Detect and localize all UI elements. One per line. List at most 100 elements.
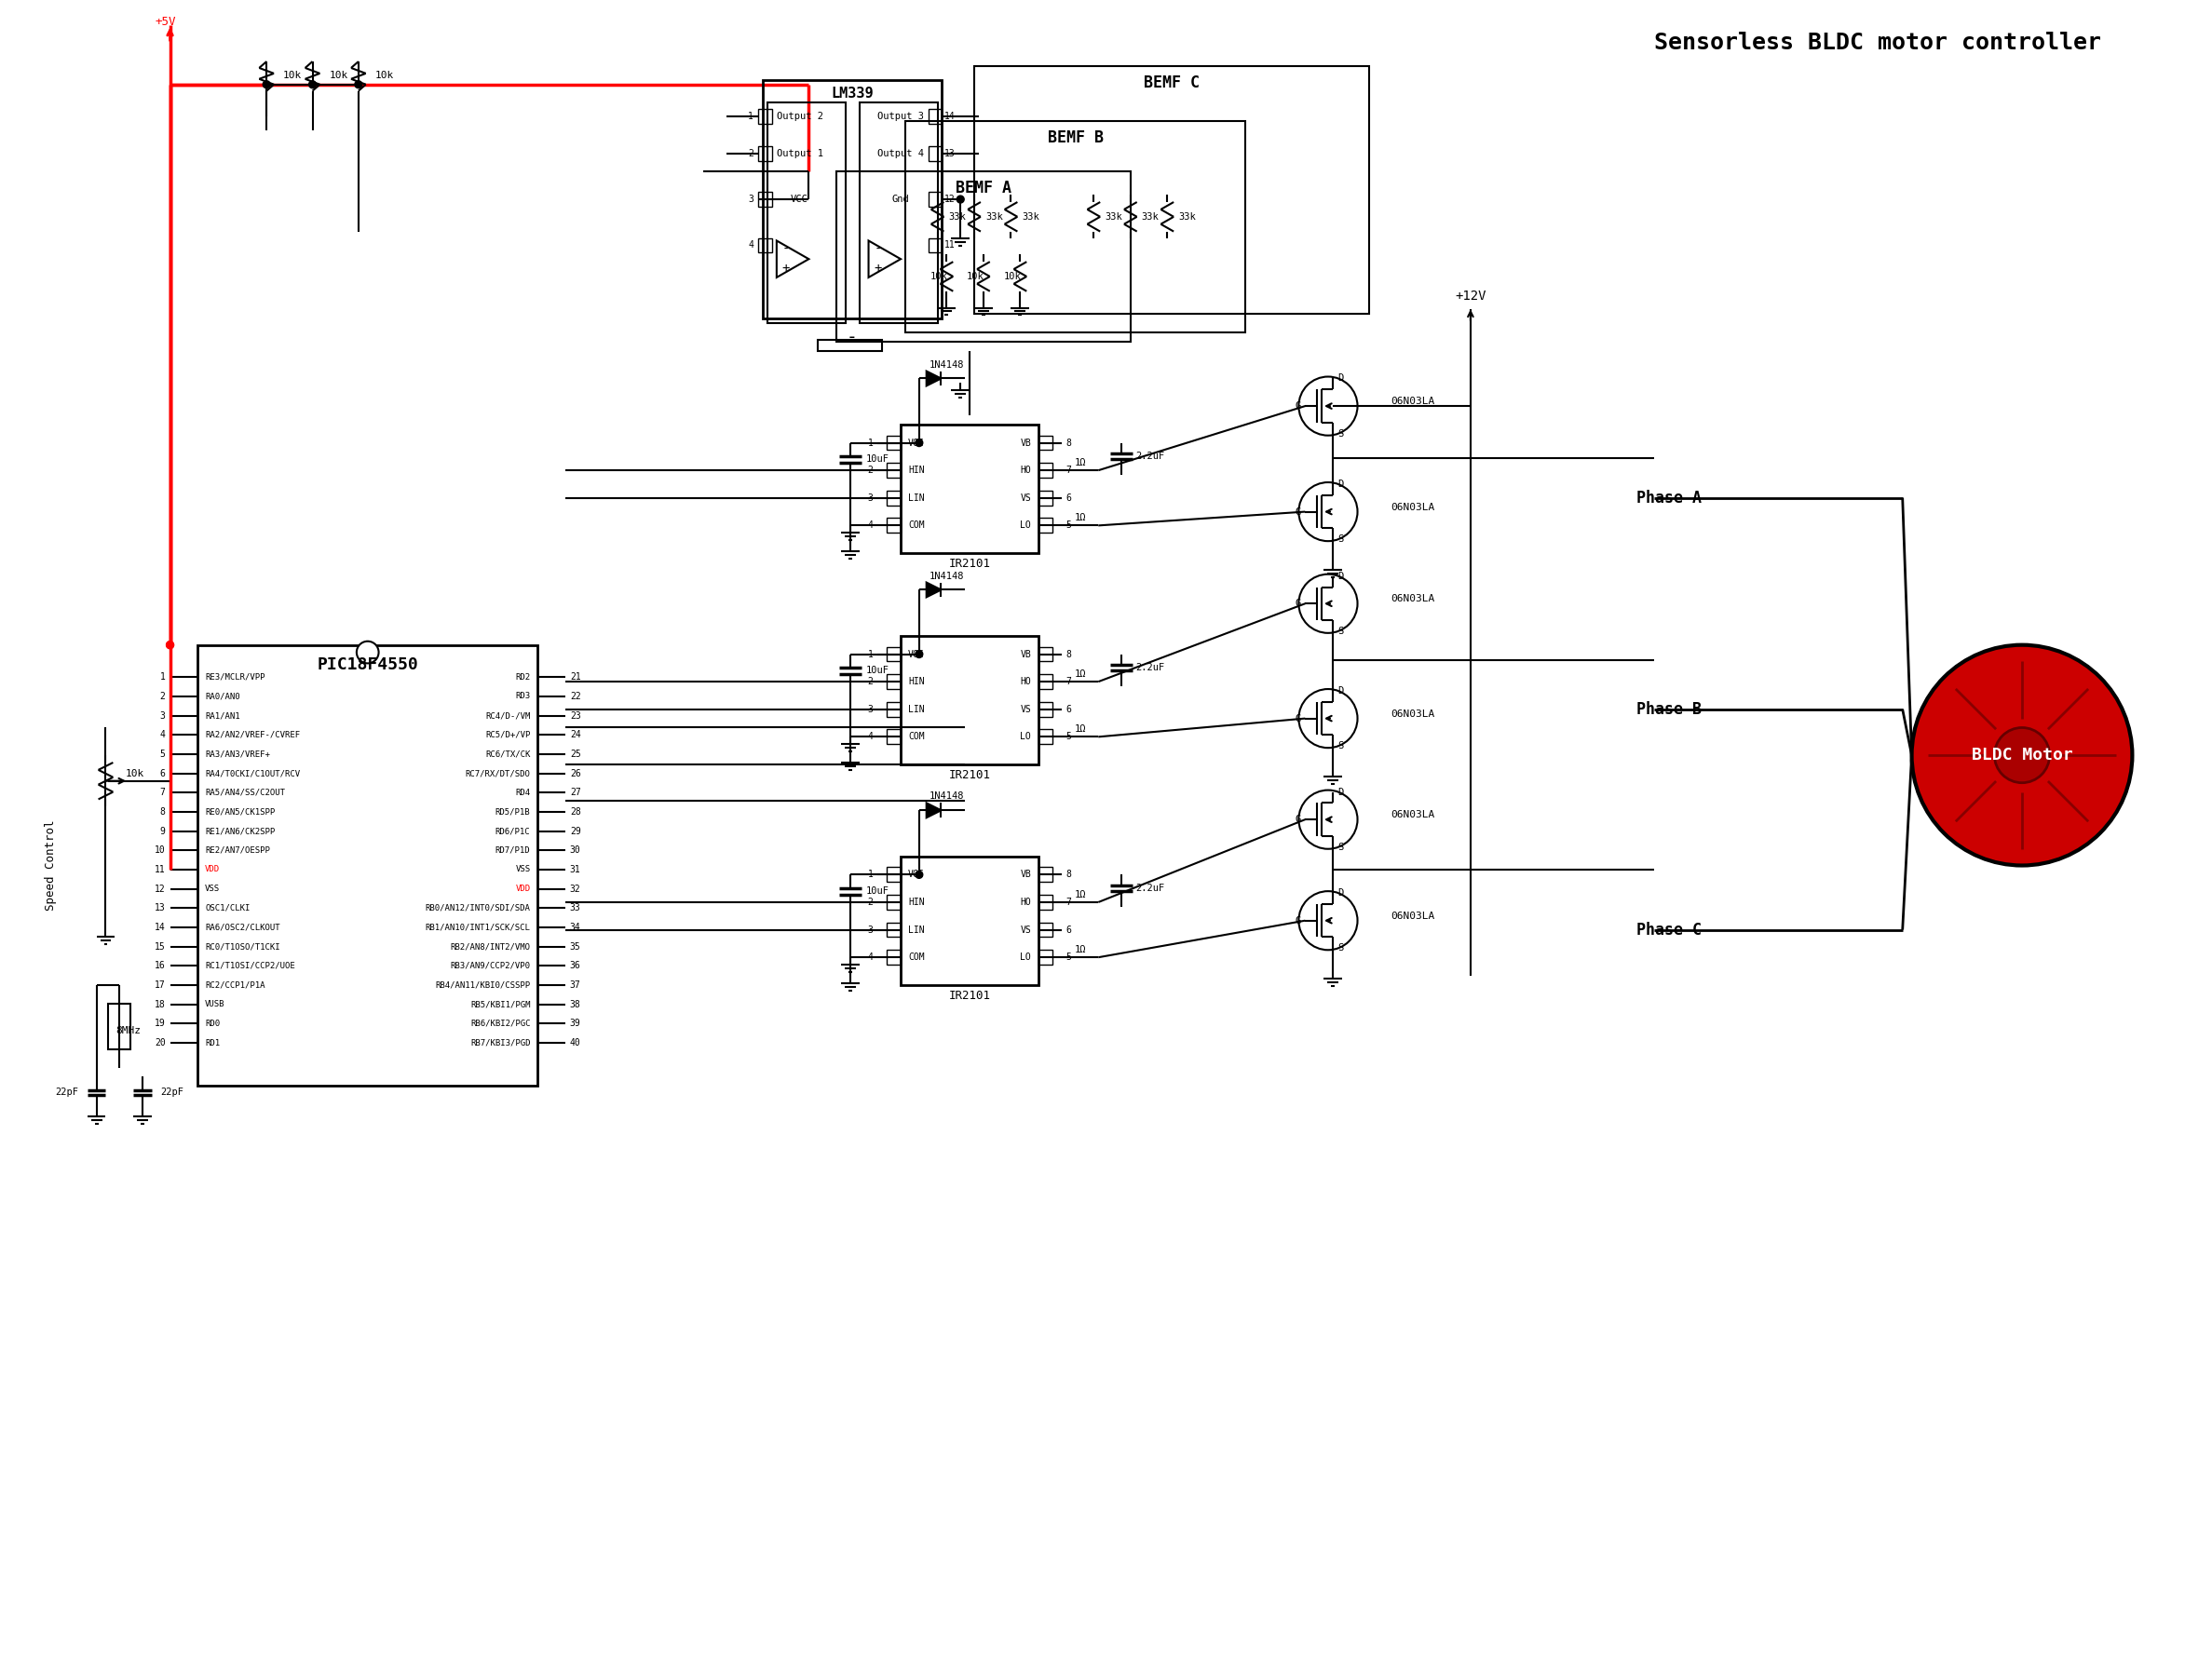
Text: 2: 2: [159, 691, 166, 701]
Text: 1Ω: 1Ω: [1075, 725, 1086, 735]
Text: 1Ω: 1Ω: [1075, 514, 1086, 524]
Bar: [197, 645, 538, 1085]
Text: 5: 5: [1066, 733, 1071, 741]
Text: Phase B: Phase B: [1637, 701, 1701, 718]
Text: VB: VB: [1020, 439, 1031, 447]
Text: 10uF: 10uF: [865, 455, 889, 464]
Text: +: +: [781, 261, 790, 274]
Text: 1: 1: [867, 650, 874, 658]
Text: 9: 9: [159, 826, 166, 836]
Text: 35: 35: [571, 942, 582, 951]
Text: D: D: [1338, 788, 1343, 796]
Text: 1: 1: [748, 111, 754, 121]
Text: 13: 13: [945, 148, 956, 158]
Polygon shape: [927, 803, 940, 818]
Text: 10: 10: [155, 846, 166, 854]
Circle shape: [916, 439, 922, 447]
Text: G: G: [1294, 402, 1301, 411]
Text: 2: 2: [867, 676, 874, 686]
Bar: [887, 868, 900, 883]
Bar: [763, 80, 942, 319]
Bar: [759, 146, 772, 161]
Text: VUSB: VUSB: [206, 1001, 226, 1009]
Text: RC5/D+/VP: RC5/D+/VP: [484, 731, 531, 740]
Bar: [759, 193, 772, 206]
Text: Output 4: Output 4: [878, 148, 925, 158]
Text: RD0: RD0: [206, 1019, 219, 1027]
Text: S: S: [1338, 535, 1343, 543]
Text: RD5/P1B: RD5/P1B: [495, 808, 531, 816]
Bar: [887, 951, 900, 964]
Text: 27: 27: [571, 788, 582, 798]
Text: 3: 3: [867, 494, 874, 502]
Circle shape: [916, 871, 922, 878]
Text: RA6/OSC2/CLKOUT: RA6/OSC2/CLKOUT: [206, 922, 281, 932]
Text: Output 3: Output 3: [878, 111, 925, 121]
Text: 33k: 33k: [984, 213, 1002, 221]
Text: 30: 30: [571, 846, 582, 854]
Text: RC0/T1OSO/T1CKI: RC0/T1OSO/T1CKI: [206, 942, 281, 951]
Text: S: S: [1338, 627, 1343, 637]
Circle shape: [166, 642, 175, 648]
Text: 1Ω: 1Ω: [1075, 891, 1086, 899]
Text: HO: HO: [1020, 676, 1031, 686]
Text: IR2101: IR2101: [949, 770, 991, 781]
Text: 1Ω: 1Ω: [1075, 670, 1086, 680]
Circle shape: [354, 81, 363, 88]
Text: 7: 7: [1066, 676, 1071, 686]
Bar: [858, 103, 938, 324]
Text: -: -: [781, 243, 790, 256]
Text: 8: 8: [1066, 650, 1071, 658]
Text: 6: 6: [1066, 705, 1071, 715]
Bar: [905, 121, 1245, 332]
Text: RA0/AN0: RA0/AN0: [206, 691, 239, 701]
Text: Sensorless BLDC motor controller: Sensorless BLDC motor controller: [1655, 32, 2101, 55]
Text: HO: HO: [1020, 465, 1031, 475]
Bar: [1040, 922, 1053, 937]
Circle shape: [916, 650, 922, 658]
Bar: [887, 894, 900, 909]
Text: RA1/AN1: RA1/AN1: [206, 711, 239, 720]
Text: RB0/AN12/INT0/SDI/SDA: RB0/AN12/INT0/SDI/SDA: [425, 904, 531, 912]
Bar: [900, 424, 1040, 553]
Text: RD2: RD2: [515, 673, 531, 681]
Bar: [1040, 868, 1053, 883]
Text: 34: 34: [571, 922, 582, 932]
Text: +: +: [874, 261, 883, 274]
Text: 17: 17: [155, 981, 166, 991]
Text: RA5/AN4/SS/C2OUT: RA5/AN4/SS/C2OUT: [206, 788, 285, 796]
Text: 28: 28: [571, 808, 582, 816]
Text: 18: 18: [155, 1001, 166, 1009]
Text: 2.2uF: 2.2uF: [1137, 452, 1166, 462]
Text: 22: 22: [571, 691, 582, 701]
Text: 1N4148: 1N4148: [929, 791, 964, 801]
Text: 5: 5: [1066, 520, 1071, 530]
Text: VSS: VSS: [515, 866, 531, 874]
Text: VCC: VCC: [909, 869, 925, 879]
Bar: [836, 171, 1130, 342]
Text: D: D: [1338, 889, 1343, 897]
Bar: [900, 637, 1040, 765]
Text: OSC1/CLKI: OSC1/CLKI: [206, 904, 250, 912]
Bar: [900, 856, 1040, 986]
Text: 10k: 10k: [376, 70, 394, 80]
Text: RB4/AN11/KBI0/CSSPP: RB4/AN11/KBI0/CSSPP: [436, 981, 531, 989]
Text: 10uF: 10uF: [865, 666, 889, 675]
Text: 1N4148: 1N4148: [929, 361, 964, 369]
Polygon shape: [927, 582, 940, 597]
Text: 2: 2: [748, 148, 754, 158]
Text: 31: 31: [571, 864, 582, 874]
Bar: [759, 110, 772, 125]
Text: 22pF: 22pF: [161, 1087, 184, 1097]
Text: 10k: 10k: [929, 273, 947, 281]
Text: Output 1: Output 1: [776, 148, 823, 158]
Text: 21: 21: [571, 673, 582, 681]
Text: 33k: 33k: [1104, 213, 1121, 221]
Text: 5: 5: [1066, 952, 1071, 962]
Text: 8: 8: [1066, 869, 1071, 879]
Text: 29: 29: [571, 826, 582, 836]
Bar: [1040, 675, 1053, 690]
Text: Phase A: Phase A: [1637, 490, 1701, 507]
Text: 06N03LA: 06N03LA: [1391, 911, 1436, 921]
Text: 06N03LA: 06N03LA: [1391, 595, 1436, 603]
